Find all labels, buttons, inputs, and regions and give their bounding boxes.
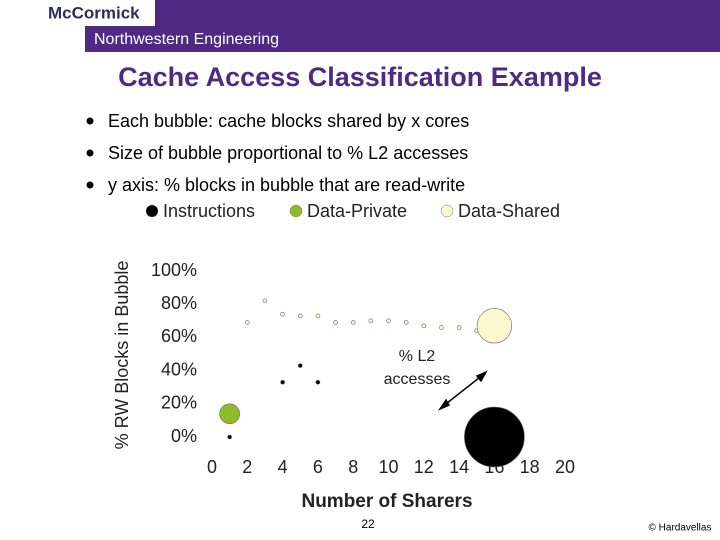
x-tick-label: 12: [414, 457, 434, 477]
bubble: [350, 320, 356, 325]
bubble: [421, 323, 427, 329]
page-number: 22: [361, 517, 375, 531]
logo: McCormick: [48, 3, 140, 22]
x-tick-label: 2: [242, 457, 252, 477]
bullet-dot: [86, 117, 94, 125]
bullet-dot: [86, 149, 94, 157]
bubble: [262, 298, 268, 304]
logo-box: [0, 0, 155, 26]
annotation: accesses: [384, 371, 451, 388]
bubble: [333, 320, 338, 325]
logo-box: [0, 26, 85, 52]
bubble: [280, 379, 285, 385]
x-tick-label: 6: [313, 457, 323, 477]
annotation-arrow: [437, 370, 488, 411]
bullet: Size of bubble proportional to % L2 acce…: [108, 143, 468, 163]
bubble: [386, 318, 391, 324]
bubble: [280, 311, 285, 317]
legend-label: Data-Shared: [458, 201, 560, 221]
y-tick-label: 60%: [161, 326, 197, 346]
bubble: [245, 320, 250, 325]
x-tick-label: 8: [348, 457, 358, 477]
bubble: [476, 308, 513, 344]
bubble: [297, 313, 303, 319]
x-tick-label: 20: [555, 457, 575, 477]
bubble: [368, 318, 374, 324]
bubble: [464, 406, 525, 468]
x-tick-label: 10: [378, 457, 398, 477]
bullet-dot: [86, 181, 94, 189]
legend-label: Data-Private: [307, 201, 407, 221]
bubble: [456, 325, 462, 330]
y-tick-label: 20%: [161, 393, 197, 413]
y-tick-label: 0%: [171, 426, 197, 446]
header-text: Northwestern Engineering: [94, 31, 279, 48]
legend-swatch: [145, 204, 159, 218]
x-tick-label: 4: [278, 457, 288, 477]
x-tick-label: 0: [207, 457, 217, 477]
y-tick-label: 100%: [151, 260, 197, 280]
slide-title: Cache Access Classification Example: [118, 62, 602, 92]
y-tick-label: 40%: [161, 359, 197, 379]
bubble: [439, 325, 444, 330]
x-tick-label: 18: [520, 457, 540, 477]
y-tick-label: 80%: [161, 293, 197, 313]
bubble: [227, 434, 232, 440]
footer: © Hardavellas: [649, 523, 712, 534]
legend-label: Instructions: [163, 201, 255, 221]
bubble: [315, 313, 321, 319]
y-axis-label: % RW Blocks in Bubble: [112, 261, 132, 450]
bullet: y axis: % blocks in bubble that are read…: [108, 175, 465, 195]
x-axis-label: Number of Sharers: [301, 491, 472, 512]
bubble: [403, 320, 409, 325]
bubble: [219, 403, 240, 425]
bullets: Each bubble: cache blocks shared by x co…: [86, 111, 469, 195]
x-tick-label: 14: [449, 457, 469, 477]
legend-swatch: [440, 204, 454, 218]
legend-swatch: [289, 204, 303, 218]
bubble: [297, 363, 303, 368]
bubble: [315, 379, 321, 385]
annotation: % L2: [399, 348, 436, 365]
bullet: Each bubble: cache blocks shared by x co…: [108, 111, 469, 131]
